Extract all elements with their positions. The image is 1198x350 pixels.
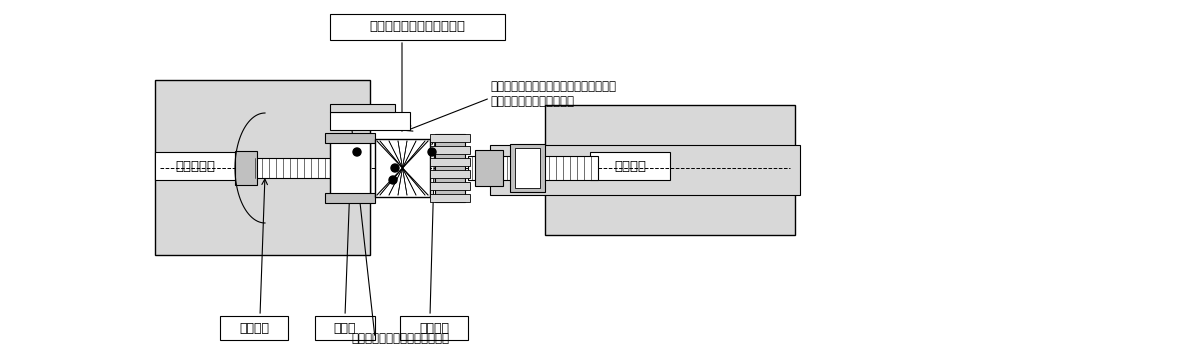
Bar bbox=[329, 14, 506, 40]
Text: ケース: ケース bbox=[334, 322, 356, 335]
Circle shape bbox=[353, 148, 361, 156]
Text: シリンダ付属のロッド先端ナットにより
締付けを行ってください。: シリンダ付属のロッド先端ナットにより 締付けを行ってください。 bbox=[490, 80, 616, 108]
Bar bbox=[155, 80, 370, 255]
Bar bbox=[329, 112, 410, 130]
Text: ソケット: ソケット bbox=[419, 322, 449, 335]
Bar bbox=[250, 158, 335, 178]
Bar bbox=[325, 193, 375, 203]
Bar bbox=[430, 134, 470, 142]
Bar bbox=[589, 152, 670, 180]
Bar bbox=[325, 133, 375, 143]
Text: スタッド: スタッド bbox=[238, 322, 270, 335]
Bar bbox=[155, 152, 235, 180]
Bar bbox=[545, 105, 795, 235]
Circle shape bbox=[428, 148, 436, 156]
Bar bbox=[515, 148, 540, 188]
Bar bbox=[375, 139, 430, 197]
Bar bbox=[329, 104, 395, 112]
Bar bbox=[220, 316, 288, 340]
Bar bbox=[430, 146, 470, 154]
Circle shape bbox=[389, 176, 397, 184]
Bar bbox=[510, 144, 545, 192]
Bar bbox=[430, 194, 470, 202]
Text: 被駆動物体: 被駆動物体 bbox=[175, 160, 214, 173]
Bar bbox=[468, 156, 598, 180]
Bar bbox=[490, 145, 800, 195]
Bar bbox=[430, 182, 470, 190]
Circle shape bbox=[391, 164, 399, 172]
Bar bbox=[315, 316, 375, 340]
Text: 端面までねじ込んでください。: 端面までねじ込んでください。 bbox=[351, 332, 449, 345]
Bar bbox=[430, 170, 470, 178]
Text: フローティングジョイント: フローティングジョイント bbox=[369, 21, 466, 34]
Text: シリンダ: シリンダ bbox=[615, 160, 646, 173]
Bar bbox=[435, 134, 465, 202]
Bar bbox=[400, 316, 468, 340]
Bar bbox=[430, 158, 470, 166]
Bar bbox=[235, 151, 258, 185]
Bar bbox=[329, 136, 370, 200]
Bar bbox=[474, 150, 503, 186]
